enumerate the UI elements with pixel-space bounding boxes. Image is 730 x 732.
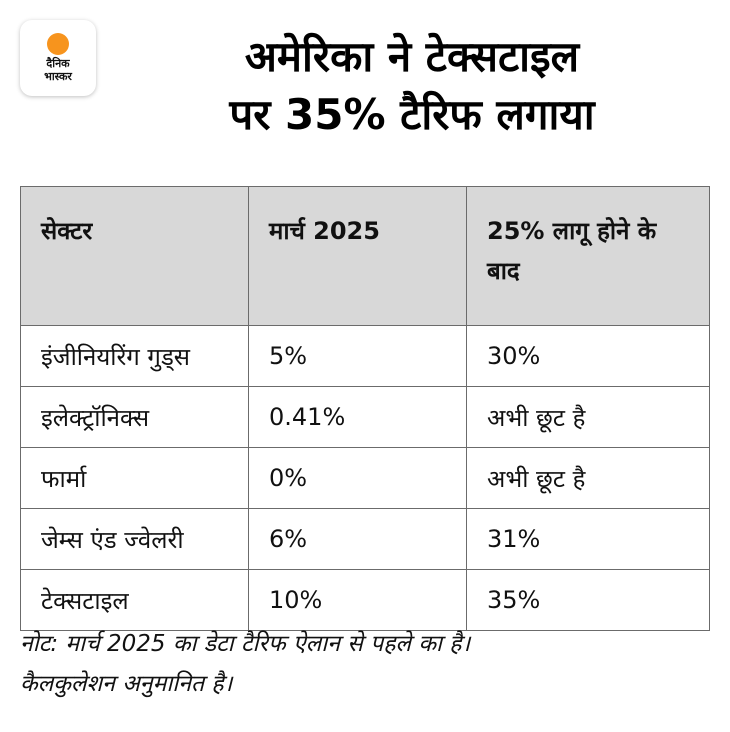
cell-sector: फार्मा [20, 447, 249, 509]
cell-after: 30% [466, 325, 710, 387]
cell-sector: जेम्स एंड ज्वेलरी [20, 508, 249, 570]
cell-march: 5% [248, 325, 467, 387]
footnote: नोट: मार्च 2025 का डेटा टैरिफ ऐलान से पह… [20, 624, 710, 704]
cell-sector: टेक्सटाइल [20, 569, 249, 631]
cell-after: 31% [466, 508, 710, 570]
header-sector: सेक्टर [20, 186, 249, 326]
header-march-2025: मार्च 2025 [248, 186, 467, 326]
table-row: टेक्सटाइल 10% 35% [20, 569, 710, 631]
sun-icon [47, 33, 69, 55]
cell-march: 0% [248, 447, 467, 509]
table-row: जेम्स एंड ज्वेलरी 6% 31% [20, 508, 710, 570]
cell-after: अभी छूट है [466, 386, 710, 448]
footnote-line2: कैलकुलेशन अनुमानित है। [20, 671, 233, 697]
headline: अमेरिका ने टेक्सटाइल पर 35% टैरिफ लगाया [112, 28, 712, 144]
cell-march: 6% [248, 508, 467, 570]
cell-march: 10% [248, 569, 467, 631]
tariff-table: सेक्टर मार्च 2025 25% लागू होने के बाद इ… [20, 186, 710, 631]
table-header-row: सेक्टर मार्च 2025 25% लागू होने के बाद [20, 186, 710, 326]
cell-after: 35% [466, 569, 710, 631]
headline-line1: अमेरिका ने टेक्सटाइल [244, 32, 580, 81]
cell-march: 0.41% [248, 386, 467, 448]
logo-text-line1: दैनिक [46, 57, 70, 70]
header-after-25: 25% लागू होने के बाद [466, 186, 710, 326]
footnote-line1: नोट: मार्च 2025 का डेटा टैरिफ ऐलान से पह… [20, 631, 471, 657]
headline-line2: पर 35% टैरिफ लगाया [229, 90, 595, 139]
cell-sector: इलेक्ट्रॉनिक्स [20, 386, 249, 448]
brand-logo: दैनिक भास्कर [20, 20, 96, 96]
logo-text-line2: भास्कर [44, 70, 72, 83]
table-row: इंजीनियरिंग गुड्स 5% 30% [20, 325, 710, 387]
table-row: इलेक्ट्रॉनिक्स 0.41% अभी छूट है [20, 386, 710, 448]
table-row: फार्मा 0% अभी छूट है [20, 447, 710, 509]
cell-sector: इंजीनियरिंग गुड्स [20, 325, 249, 387]
cell-after: अभी छूट है [466, 447, 710, 509]
